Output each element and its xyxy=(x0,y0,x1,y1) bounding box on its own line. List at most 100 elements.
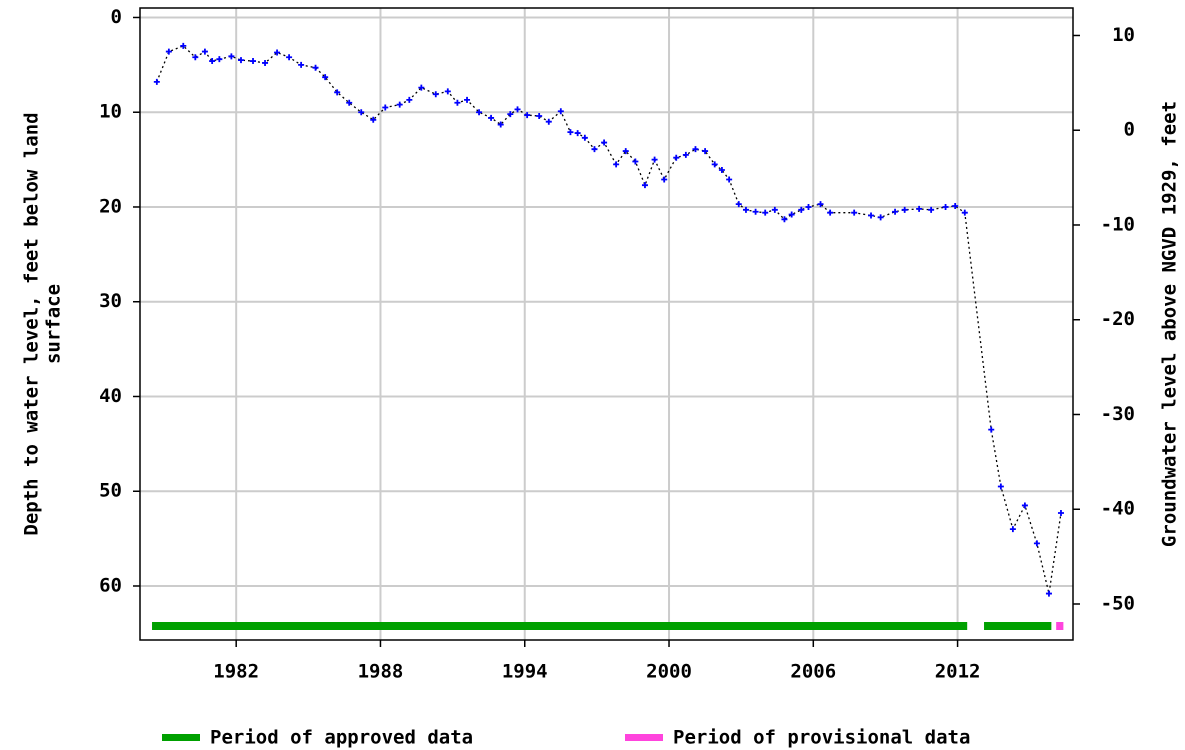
legend-swatch xyxy=(625,734,663,741)
data-point xyxy=(382,104,389,111)
data-point xyxy=(827,209,834,216)
data-point xyxy=(216,56,223,63)
data-point xyxy=(718,167,725,174)
data-point xyxy=(711,161,718,168)
data-point xyxy=(262,59,269,66)
data-point xyxy=(497,121,504,128)
period-bar xyxy=(1056,622,1064,630)
data-point xyxy=(851,209,858,216)
data-point xyxy=(444,88,451,95)
data-point xyxy=(641,182,648,189)
data-point xyxy=(928,206,935,213)
data-point xyxy=(581,134,588,141)
y2-tick-label: -10 xyxy=(1101,213,1135,235)
data-point xyxy=(735,201,742,208)
data-point xyxy=(396,101,403,108)
period-bar xyxy=(984,622,1052,630)
data-point xyxy=(557,108,564,115)
data-point xyxy=(286,54,293,61)
data-point xyxy=(312,64,319,71)
data-point xyxy=(702,148,709,155)
x-tick-label: 2012 xyxy=(935,661,981,683)
y2-tick-label: -50 xyxy=(1101,592,1135,614)
x-tick-label: 2000 xyxy=(646,661,692,683)
data-point xyxy=(1009,526,1016,533)
data-point xyxy=(601,139,608,146)
data-point xyxy=(346,99,353,106)
data-point xyxy=(997,483,1004,490)
data-point xyxy=(524,112,531,119)
data-point xyxy=(661,176,668,183)
data-point xyxy=(432,91,439,98)
data-point xyxy=(651,156,658,163)
data-point xyxy=(752,208,759,215)
data-point xyxy=(952,203,959,210)
y2-tick-label: 0 xyxy=(1124,119,1135,141)
y-tick-label: 20 xyxy=(99,195,122,217)
data-point xyxy=(805,203,812,210)
data-point xyxy=(274,49,281,56)
data-point xyxy=(228,53,235,60)
data-point xyxy=(250,58,257,65)
data-point xyxy=(817,201,824,208)
data-point xyxy=(192,54,199,61)
data-point xyxy=(771,206,778,213)
data-point xyxy=(507,111,514,118)
data-point xyxy=(153,78,160,85)
data-point xyxy=(201,48,208,55)
data-point xyxy=(334,89,341,96)
data-point xyxy=(877,214,884,221)
data-point xyxy=(916,205,923,212)
data-point xyxy=(406,96,413,103)
y-tick-label: 50 xyxy=(99,480,122,502)
x-tick-label: 1988 xyxy=(358,661,404,683)
period-bar xyxy=(152,622,968,630)
data-point xyxy=(165,48,172,55)
data-point xyxy=(591,146,598,153)
x-tick-label: 1994 xyxy=(502,661,548,683)
data-point xyxy=(673,154,680,161)
y2-tick-label: -30 xyxy=(1101,403,1135,425)
data-point xyxy=(514,106,521,113)
data-point xyxy=(1033,540,1040,547)
data-point xyxy=(622,148,629,155)
data-point xyxy=(988,426,995,433)
data-point xyxy=(781,216,788,223)
y2-axis-title: Groundwater level above NGVD 1929, feet xyxy=(1159,101,1181,547)
data-point xyxy=(892,208,899,215)
x-tick-label: 2006 xyxy=(790,661,836,683)
data-point xyxy=(370,116,377,123)
data-point xyxy=(536,113,543,120)
data-point xyxy=(613,161,620,168)
data-point xyxy=(1057,510,1064,517)
y-tick-label: 10 xyxy=(99,101,122,123)
data-point xyxy=(726,176,733,183)
plot-frame xyxy=(139,7,1074,641)
grid xyxy=(140,8,1073,640)
data-point xyxy=(545,118,552,125)
data-point xyxy=(788,211,795,218)
y-tick-label: 40 xyxy=(99,385,122,407)
data-point xyxy=(901,206,908,213)
data-point xyxy=(209,58,216,65)
data-point xyxy=(454,99,461,106)
legend-label: Period of approved data xyxy=(210,727,473,749)
connector-line xyxy=(156,45,1062,594)
y-axis-title-line: Depth to water level, feet below land xyxy=(21,112,43,535)
data-point xyxy=(798,206,805,213)
y-tick-label: 0 xyxy=(111,6,122,28)
data-point xyxy=(237,57,244,64)
data-point xyxy=(567,129,574,136)
data-point xyxy=(358,109,365,116)
data-point xyxy=(868,212,875,219)
data-point xyxy=(476,109,483,116)
data-point xyxy=(692,146,699,153)
data-point xyxy=(180,42,187,49)
data-point xyxy=(742,206,749,213)
data-point xyxy=(942,203,949,210)
data-point xyxy=(682,151,689,158)
data-point xyxy=(574,130,581,137)
data-point xyxy=(488,114,495,121)
data-point xyxy=(464,96,471,103)
